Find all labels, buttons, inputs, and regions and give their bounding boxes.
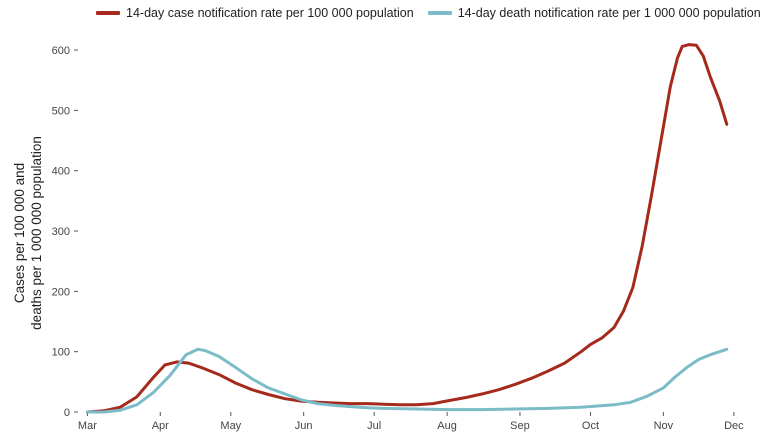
- x-tick-label: Apr: [152, 420, 169, 432]
- legend-swatch-cases: [96, 11, 120, 15]
- x-tick-label: Jun: [295, 420, 313, 432]
- x-tick-label: Oct: [582, 420, 599, 432]
- y-tick-label: 300: [52, 226, 70, 238]
- y-tick-label: 200: [52, 286, 70, 298]
- chart-legend: 14-day case notification rate per 100 00…: [96, 4, 760, 22]
- x-tick-label: Nov: [654, 420, 674, 432]
- case-rate-line: [85, 43, 729, 414]
- y-axis-title-line-2: deaths per 1 000 000 population: [29, 136, 44, 330]
- y-tick-label: 500: [52, 105, 70, 117]
- legend-item-cases: 14-day case notification rate per 100 00…: [96, 6, 414, 20]
- x-axis: Mar Apr May Jun Jul Aug Sep Oct Nov Dec: [78, 412, 744, 432]
- x-tick-label: Sep: [510, 420, 530, 432]
- y-tick-label: 0: [64, 407, 70, 419]
- y-axis: 0 100 200 300 400 500 600: [52, 45, 78, 419]
- legend-label-cases: 14-day case notification rate per 100 00…: [126, 6, 414, 20]
- x-tick-label: Aug: [437, 420, 457, 432]
- x-tick-label: Jul: [367, 420, 381, 432]
- y-tick-label: 600: [52, 45, 70, 57]
- series-lines: [85, 43, 729, 414]
- y-tick-label: 100: [52, 347, 70, 359]
- legend-label-deaths: 14-day death notification rate per 1 000…: [457, 6, 760, 20]
- legend-item-deaths: 14-day death notification rate per 1 000…: [427, 6, 760, 20]
- y-axis-title-line-1: Cases per 100 000 and: [12, 163, 27, 303]
- x-tick-label: May: [220, 420, 241, 432]
- death-rate-line: [85, 347, 729, 414]
- x-tick-label: Dec: [724, 420, 744, 432]
- x-tick-label: Mar: [78, 420, 97, 432]
- y-tick-label: 400: [52, 166, 70, 178]
- legend-swatch-deaths: [427, 11, 452, 15]
